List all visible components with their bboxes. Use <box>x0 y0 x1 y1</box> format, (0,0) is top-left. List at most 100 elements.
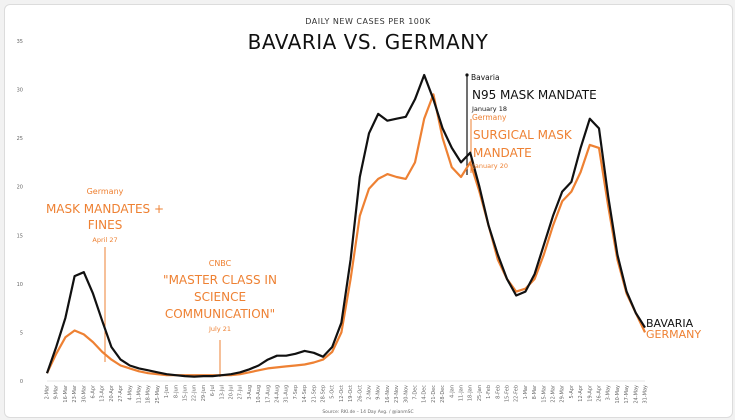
x-tick-label: 22-Jun <box>192 385 198 401</box>
annotation-text-line: MANDATE <box>473 146 532 160</box>
annotation-germany-mask: Germany MASK MANDATES + FINES April 27 <box>46 187 164 244</box>
x-tick-label: 5-Apr <box>569 384 575 398</box>
x-tick-label: 15-Feb <box>505 385 511 402</box>
chart-subtitle: DAILY NEW CASES PER 100K <box>305 17 431 26</box>
x-tick-label: 10-May <box>615 385 621 404</box>
x-tick-label: 30-Nov <box>403 385 409 403</box>
annotation-text-line: N95 MASK MANDATE <box>472 88 597 102</box>
y-tick-label: 30 <box>17 88 23 94</box>
annotation-date: January 20 <box>472 162 508 170</box>
x-tick-label: 23-Nov <box>394 385 400 403</box>
annotation-text-line: COMMUNICATION" <box>165 307 275 321</box>
x-tick-label: 10-Aug <box>256 385 262 403</box>
x-tick-label: 14-Dec <box>422 385 428 403</box>
annotation-date: January 18 <box>471 105 507 113</box>
x-axis: 2-Mar 9-Mar 16-Mar 23-Mar 30-Mar 6-Apr 13-Apr 2… <box>45 384 649 403</box>
x-tick-label: 26-Apr <box>597 384 603 402</box>
line-chart: DAILY NEW CASES PER 100K BAVARIA VS. GER… <box>17 17 702 415</box>
x-tick-label: 12-Apr <box>578 384 584 402</box>
x-tick-label: 25-Jan <box>477 385 483 401</box>
x-tick-label: 4-May <box>127 385 133 400</box>
x-tick-label: 27-Apr <box>118 384 124 402</box>
x-tick-label: 21-Sep <box>311 385 317 403</box>
y-axis: 0 5 10 15 20 25 30 35 <box>17 39 23 385</box>
x-tick-label: 23-Mar <box>72 384 78 403</box>
x-tick-label: 29-Jun <box>201 385 207 401</box>
x-tick-label: 18-May <box>146 385 152 404</box>
x-tick-label: 17-Aug <box>265 385 271 403</box>
x-tick-label: 9-Mar <box>54 384 60 399</box>
x-tick-label: 15-Jun <box>183 385 189 401</box>
y-tick-label: 0 <box>20 379 23 385</box>
x-tick-label: 29-Mar <box>560 384 566 403</box>
series-line-germany <box>46 93 646 377</box>
annotation-source: Germany <box>472 113 507 122</box>
annotation-text-line: SURGICAL MASK <box>473 128 573 142</box>
x-tick-label: 16-Mar <box>63 384 69 403</box>
x-tick-label: 17-May <box>624 385 630 404</box>
x-tick-label: 31-May <box>643 385 649 404</box>
series-line-bavaria <box>45 73 646 378</box>
x-tick-label: 24-Aug <box>275 385 281 403</box>
x-tick-label: 28-Dec <box>440 385 446 403</box>
annotation-cnbc: CNBC "MASTER CLASS IN SCIENCE COMMUNICAT… <box>163 259 277 333</box>
x-tick-label: 11-May <box>137 385 143 404</box>
x-tick-label: 8-Feb <box>495 385 501 399</box>
x-tick-label: 22-Feb <box>514 385 520 402</box>
x-tick-label: 21-Dec <box>431 385 437 403</box>
x-tick-label: 11-Jan <box>459 385 465 401</box>
x-tick-label: 1-Feb <box>486 385 492 399</box>
chart-card: DAILY NEW CASES PER 100K BAVARIA VS. GER… <box>4 4 733 418</box>
x-tick-label: 2-Mar <box>45 384 51 399</box>
x-tick-label: 4-Jan <box>449 385 455 398</box>
annotation-stems <box>104 73 472 377</box>
x-tick-label: 6-Jul <box>210 385 216 396</box>
annotation-text-line: SCIENCE <box>194 290 246 304</box>
annotation-source: Germany <box>87 187 124 196</box>
x-tick-label: 20-Apr <box>109 384 115 402</box>
x-tick-label: 26-Oct <box>357 385 363 402</box>
y-tick-label: 35 <box>17 39 23 45</box>
y-tick-label: 5 <box>20 330 23 336</box>
x-tick-label: 2-Nov <box>367 385 373 400</box>
x-tick-label: 13-Apr <box>100 384 106 402</box>
annotation-source: CNBC <box>209 259 232 268</box>
x-tick-label: 20-Jul <box>229 385 235 399</box>
chart-title: BAVARIA VS. GERMANY <box>248 30 489 54</box>
x-tick-label: 18-Jan <box>468 385 474 401</box>
x-tick-label: 12-Oct <box>339 385 345 402</box>
x-tick-label: 22-Mar <box>551 384 557 403</box>
x-tick-label: 19-Apr <box>587 384 593 402</box>
annotation-bavaria-n95: Bavaria N95 MASK MANDATE January 18 <box>471 73 597 113</box>
x-tick-label: 13-Jul <box>219 385 225 399</box>
x-tick-label: 28-Sep <box>321 385 327 403</box>
x-tick-label: 6-Apr <box>91 384 97 398</box>
x-tick-label: 9-Nov <box>376 385 382 400</box>
x-tick-label: 16-Nov <box>385 385 391 403</box>
annotation-date: April 27 <box>92 236 117 244</box>
end-label-bavaria: BAVARIA <box>646 317 694 330</box>
x-tick-label: 30-Mar <box>81 384 87 403</box>
y-tick-label: 25 <box>17 136 23 142</box>
x-tick-label: 25-May <box>155 385 161 404</box>
annotation-text-line: MASK MANDATES + <box>46 202 164 216</box>
x-tick-label: 31-Aug <box>284 385 290 403</box>
annotation-germany-surgical: Germany SURGICAL MASK MANDATE January 20 <box>472 113 573 170</box>
x-tick-label: 24-May <box>633 385 639 404</box>
x-tick-label: 7-Dec <box>413 385 419 400</box>
annotation-text-line: FINES <box>88 218 123 232</box>
annotation-date: July 21 <box>208 325 231 333</box>
end-label-germany: GERMANY <box>646 328 701 341</box>
x-tick-label: 3-Aug <box>247 385 253 400</box>
x-tick-label: 5-Oct <box>330 385 336 399</box>
x-tick-label: 1-Jun <box>164 385 170 398</box>
x-tick-label: 14-Sep <box>302 385 308 403</box>
x-tick-label: 8-Jun <box>173 385 179 398</box>
y-tick-label: 20 <box>17 185 23 191</box>
x-tick-label: 7-Sep <box>293 385 299 399</box>
x-tick-label: 27-Jul <box>238 385 244 399</box>
x-tick-label: 1-Mar <box>523 384 529 399</box>
x-tick-label: 19-Oct <box>348 385 354 402</box>
x-tick-label: 3-May <box>606 385 612 400</box>
chart-source: Source: RKI.de – 14 Day Avg. / @ianmSC <box>322 409 413 415</box>
